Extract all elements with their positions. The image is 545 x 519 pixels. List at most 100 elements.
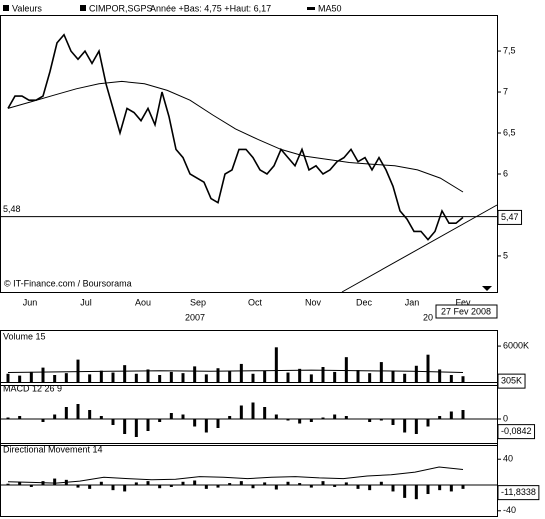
date-label: 27 Fev 2008 bbox=[441, 306, 491, 316]
histogram-bar bbox=[216, 485, 220, 488]
histogram-bar bbox=[134, 482, 138, 485]
histogram-bar bbox=[53, 414, 57, 419]
volume-bar bbox=[64, 373, 68, 383]
histogram-bar bbox=[193, 480, 197, 485]
histogram-bar bbox=[356, 485, 360, 489]
trend-line bbox=[341, 204, 498, 293]
histogram-bar bbox=[449, 411, 453, 419]
y-tick-label: 6,5 bbox=[503, 127, 516, 137]
volume-bar bbox=[53, 375, 57, 383]
last-value-box bbox=[497, 209, 523, 225]
year-label: 20 bbox=[423, 312, 433, 322]
histogram-bar bbox=[309, 419, 313, 422]
x-tick-label: Fev bbox=[455, 297, 471, 307]
volume-bar bbox=[309, 374, 313, 383]
volume-bar bbox=[449, 375, 453, 383]
last-value-box bbox=[497, 485, 540, 501]
histogram-bar bbox=[391, 485, 395, 492]
volume-bar bbox=[146, 369, 150, 383]
volume-bar bbox=[321, 367, 325, 383]
histogram-bar bbox=[99, 416, 103, 419]
histogram-bar bbox=[414, 419, 418, 434]
histogram-bar bbox=[251, 485, 255, 489]
histogram-bar bbox=[344, 416, 348, 419]
header-label: Valeurs bbox=[12, 3, 42, 13]
volume-bar bbox=[274, 347, 278, 383]
volume-bar bbox=[379, 362, 383, 383]
volume-bar bbox=[391, 370, 395, 383]
histogram-bar bbox=[321, 481, 325, 485]
histogram-bar bbox=[461, 410, 465, 419]
histogram-bar bbox=[403, 419, 407, 433]
histogram-bar bbox=[228, 416, 232, 419]
y-tick-label: 5 bbox=[503, 250, 508, 260]
x-tick-label: Nov bbox=[305, 297, 322, 307]
x-tick-label: Jul bbox=[80, 297, 92, 307]
histogram-bar bbox=[18, 482, 22, 485]
histogram-bar bbox=[29, 419, 33, 420]
year-label: 2007 bbox=[185, 312, 205, 322]
volume-bar bbox=[99, 370, 103, 383]
histogram-bar bbox=[274, 485, 278, 490]
histogram-bar bbox=[356, 419, 360, 420]
volume-bar bbox=[158, 375, 162, 383]
histogram-bar bbox=[263, 407, 267, 419]
volume-bar bbox=[251, 373, 255, 383]
histogram-bar bbox=[134, 419, 138, 437]
histogram-bar bbox=[193, 419, 197, 427]
histogram-bar bbox=[146, 481, 150, 485]
volume-bar bbox=[123, 365, 127, 383]
histogram-bar bbox=[76, 485, 80, 488]
histogram-bar bbox=[76, 404, 80, 419]
histogram-bar bbox=[204, 485, 208, 489]
histogram-bar bbox=[286, 481, 290, 485]
x-tick-label: Jan bbox=[405, 297, 420, 307]
histogram-bar bbox=[181, 481, 185, 485]
volume-bar bbox=[356, 370, 360, 383]
last-value-box bbox=[497, 424, 536, 440]
histogram-bar bbox=[6, 417, 10, 419]
indicator-line bbox=[7, 466, 464, 484]
volume-bar bbox=[461, 376, 465, 383]
histogram-bar bbox=[169, 413, 173, 419]
volume-ma-line bbox=[7, 369, 464, 373]
histogram-bar bbox=[111, 419, 115, 425]
histogram-bar bbox=[461, 485, 465, 489]
histogram-bar bbox=[169, 485, 173, 487]
histogram-bar bbox=[263, 482, 267, 485]
histogram-bar bbox=[6, 483, 10, 485]
panel-frame bbox=[0, 330, 498, 386]
x-tick-label: Dec bbox=[356, 297, 373, 307]
histogram-bar bbox=[333, 485, 337, 487]
volume-bar bbox=[88, 374, 92, 383]
volume-bar bbox=[169, 371, 173, 383]
histogram-bar bbox=[41, 419, 45, 422]
y-tick-label: 40 bbox=[503, 454, 513, 464]
volume-bar bbox=[204, 374, 208, 383]
volume-bar bbox=[134, 373, 138, 383]
volume-bar bbox=[438, 369, 442, 383]
header-ma: MA50 bbox=[318, 3, 342, 13]
last-value: -11,8338 bbox=[501, 487, 536, 497]
histogram-bar bbox=[111, 485, 115, 491]
histogram-bar bbox=[228, 483, 232, 485]
last-value: 5,47 bbox=[501, 212, 519, 222]
last-value: 305K bbox=[501, 375, 522, 385]
header: Valeurs CIMPOR,SGPS Année +Bas: 4,75 +Ha… bbox=[3, 3, 342, 13]
histogram-bar bbox=[298, 483, 302, 485]
x-tick-label: Aou bbox=[135, 297, 151, 307]
histogram-bar bbox=[158, 485, 162, 489]
y-tick-label: 7 bbox=[503, 86, 508, 96]
histogram-bar bbox=[158, 419, 162, 422]
volume-bar bbox=[6, 373, 10, 383]
y-tick-label: -40 bbox=[503, 505, 516, 515]
histogram-bar bbox=[88, 485, 92, 489]
x-tick-label: Oct bbox=[248, 297, 263, 307]
panel-title: Volume 15 bbox=[3, 331, 46, 341]
icon bbox=[307, 7, 315, 10]
volume-bar bbox=[239, 363, 243, 383]
histogram-bar bbox=[29, 485, 33, 487]
histogram-bar bbox=[438, 485, 442, 491]
histogram-bar bbox=[216, 419, 220, 428]
volume-bar bbox=[426, 354, 430, 383]
